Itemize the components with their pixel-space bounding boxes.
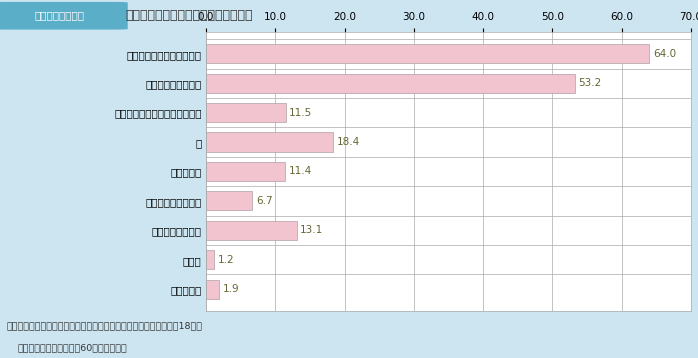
Text: 資料：内閣府「高齢者の生活と意識に関する国際比較調査」（平成18年）: 資料：内閣府「高齢者の生活と意識に関する国際比較調査」（平成18年） <box>7 322 203 331</box>
Text: 13.1: 13.1 <box>300 225 323 235</box>
Bar <box>206 44 649 63</box>
Bar <box>206 250 214 269</box>
Bar <box>206 191 253 211</box>
Bar <box>206 280 219 299</box>
Text: 心の支えとなっている人（複数回答）: 心の支えとなっている人（複数回答） <box>126 9 253 21</box>
Bar <box>206 132 334 152</box>
Text: 6.7: 6.7 <box>255 196 272 206</box>
Text: 11.4: 11.4 <box>288 166 311 176</box>
Bar <box>206 162 285 181</box>
FancyBboxPatch shape <box>0 2 128 30</box>
Text: （注）調査対象は、全国60歳以上の男女: （注）調査対象は、全国60歳以上の男女 <box>17 343 127 352</box>
Text: 図１－２－１－６: 図１－２－１－６ <box>35 10 84 20</box>
Bar <box>206 221 297 240</box>
Text: 1.9: 1.9 <box>223 284 239 294</box>
Text: 53.2: 53.2 <box>578 78 601 88</box>
Text: 18.4: 18.4 <box>337 137 360 147</box>
Text: 64.0: 64.0 <box>653 49 676 59</box>
Text: 11.5: 11.5 <box>289 108 312 118</box>
Bar <box>206 103 285 122</box>
Bar <box>206 74 574 93</box>
Text: 1.2: 1.2 <box>218 255 235 265</box>
